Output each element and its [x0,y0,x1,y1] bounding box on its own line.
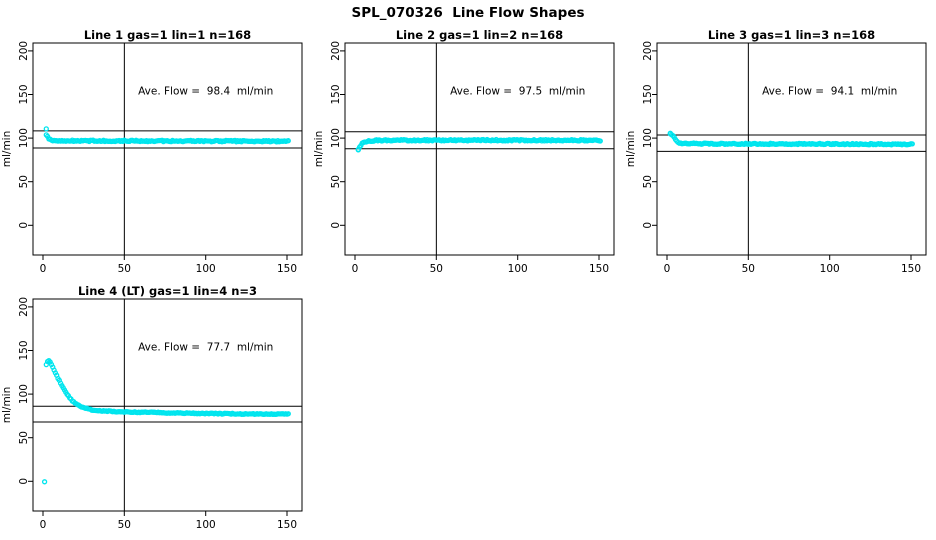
y-tick-label: 0 [642,222,654,229]
plot-title: Line 1 gas=1 lin=1 n=168 [84,28,251,42]
x-tick-label: 150 [901,263,921,275]
ave-flow-annotation: Ave. Flow = 77.7 ml/min [138,342,273,354]
x-tick-label: 0 [664,263,671,275]
y-tick-label: 150 [18,84,30,104]
y-tick-label: 200 [18,41,30,61]
y-tick-label: 200 [18,297,30,317]
y-tick-label: 150 [18,340,30,360]
plot-line-4: Line 4 (LT) gas=1 lin=4 n=3 0 50 100 150 0 50 1… [1,284,303,531]
plot-line-1: Line 1 gas=1 lin=1 n=168 0 50 100 150 0 50 100 1… [1,28,303,275]
y-axis-label: ml/min [1,131,13,167]
y-tick-label: 200 [330,41,342,61]
y-tick-label: 50 [330,175,342,188]
plot-cell-3: Line 3 gas=1 lin=3 n=168 0 50 100 150 0 50 100 1… [624,28,936,284]
y-tick-label: 150 [642,84,654,104]
y-tick-label: 50 [18,431,30,444]
y-tick-label: 50 [642,175,654,188]
x-tick-label: 0 [352,263,359,275]
plot-title: Line 3 gas=1 lin=3 n=168 [708,28,875,42]
y-axis-label: ml/min [625,131,637,167]
data-points [667,130,915,148]
plot-line-3: Line 3 gas=1 lin=3 n=168 0 50 100 150 0 50 100 1… [625,28,927,275]
plot-cell-2: Line 2 gas=1 lin=2 n=168 0 50 100 150 0 50 100 1… [312,28,624,284]
x-tick-label: 150 [589,263,609,275]
y-tick-label: 100 [330,128,342,148]
y-tick-label: 0 [18,222,30,229]
plot-box [32,298,303,512]
plot-title: Line 4 (LT) gas=1 lin=4 n=3 [78,284,257,298]
ave-flow-annotation: Ave. Flow = 98.4 ml/min [138,86,273,98]
data-points [41,357,291,485]
x-tick-label: 50 [430,263,443,275]
data-points [355,136,603,153]
plot-box [32,42,303,256]
x-tick-label: 0 [40,519,47,531]
empty-cell [312,284,624,540]
ave-flow-annotation: Ave. Flow = 94.1 ml/min [762,86,897,98]
x-tick-label: 100 [820,263,840,275]
figure-title: SPL_070326 Line Flow Shapes [351,5,585,21]
x-tick-label: 50 [118,263,131,275]
x-tick-label: 100 [508,263,528,275]
x-tick-label: 100 [196,263,216,275]
ave-flow-annotation: Ave. Flow = 97.5 ml/min [450,86,585,98]
x-tick-label: 0 [40,263,47,275]
x-tick-label: 100 [196,519,216,531]
y-tick-label: 100 [18,384,30,404]
y-tick-label: 0 [330,222,342,229]
plot-box [656,42,927,256]
y-tick-label: 0 [18,478,30,485]
y-tick-label: 100 [18,128,30,148]
x-tick-label: 150 [277,263,297,275]
plot-line-2: Line 2 gas=1 lin=2 n=168 0 50 100 150 0 50 100 1… [313,28,615,275]
y-tick-label: 200 [642,41,654,61]
y-axis-label: ml/min [313,131,325,167]
plot-cell-4: Line 4 (LT) gas=1 lin=4 n=3 0 50 100 150 0 50 1… [0,284,312,540]
plot-grid: Line 1 gas=1 lin=1 n=168 0 50 100 150 0 50 100 1… [0,28,936,540]
plot-title: Line 2 gas=1 lin=2 n=168 [396,28,563,42]
data-points [43,126,291,145]
x-tick-label: 50 [742,263,755,275]
x-tick-label: 150 [277,519,297,531]
y-tick-label: 100 [642,128,654,148]
x-tick-label: 50 [118,519,131,531]
y-tick-label: 50 [18,175,30,188]
empty-cell [624,284,936,540]
y-tick-label: 150 [330,84,342,104]
plot-cell-1: Line 1 gas=1 lin=1 n=168 0 50 100 150 0 50 100 1… [0,28,312,284]
y-axis-label: ml/min [1,387,13,423]
